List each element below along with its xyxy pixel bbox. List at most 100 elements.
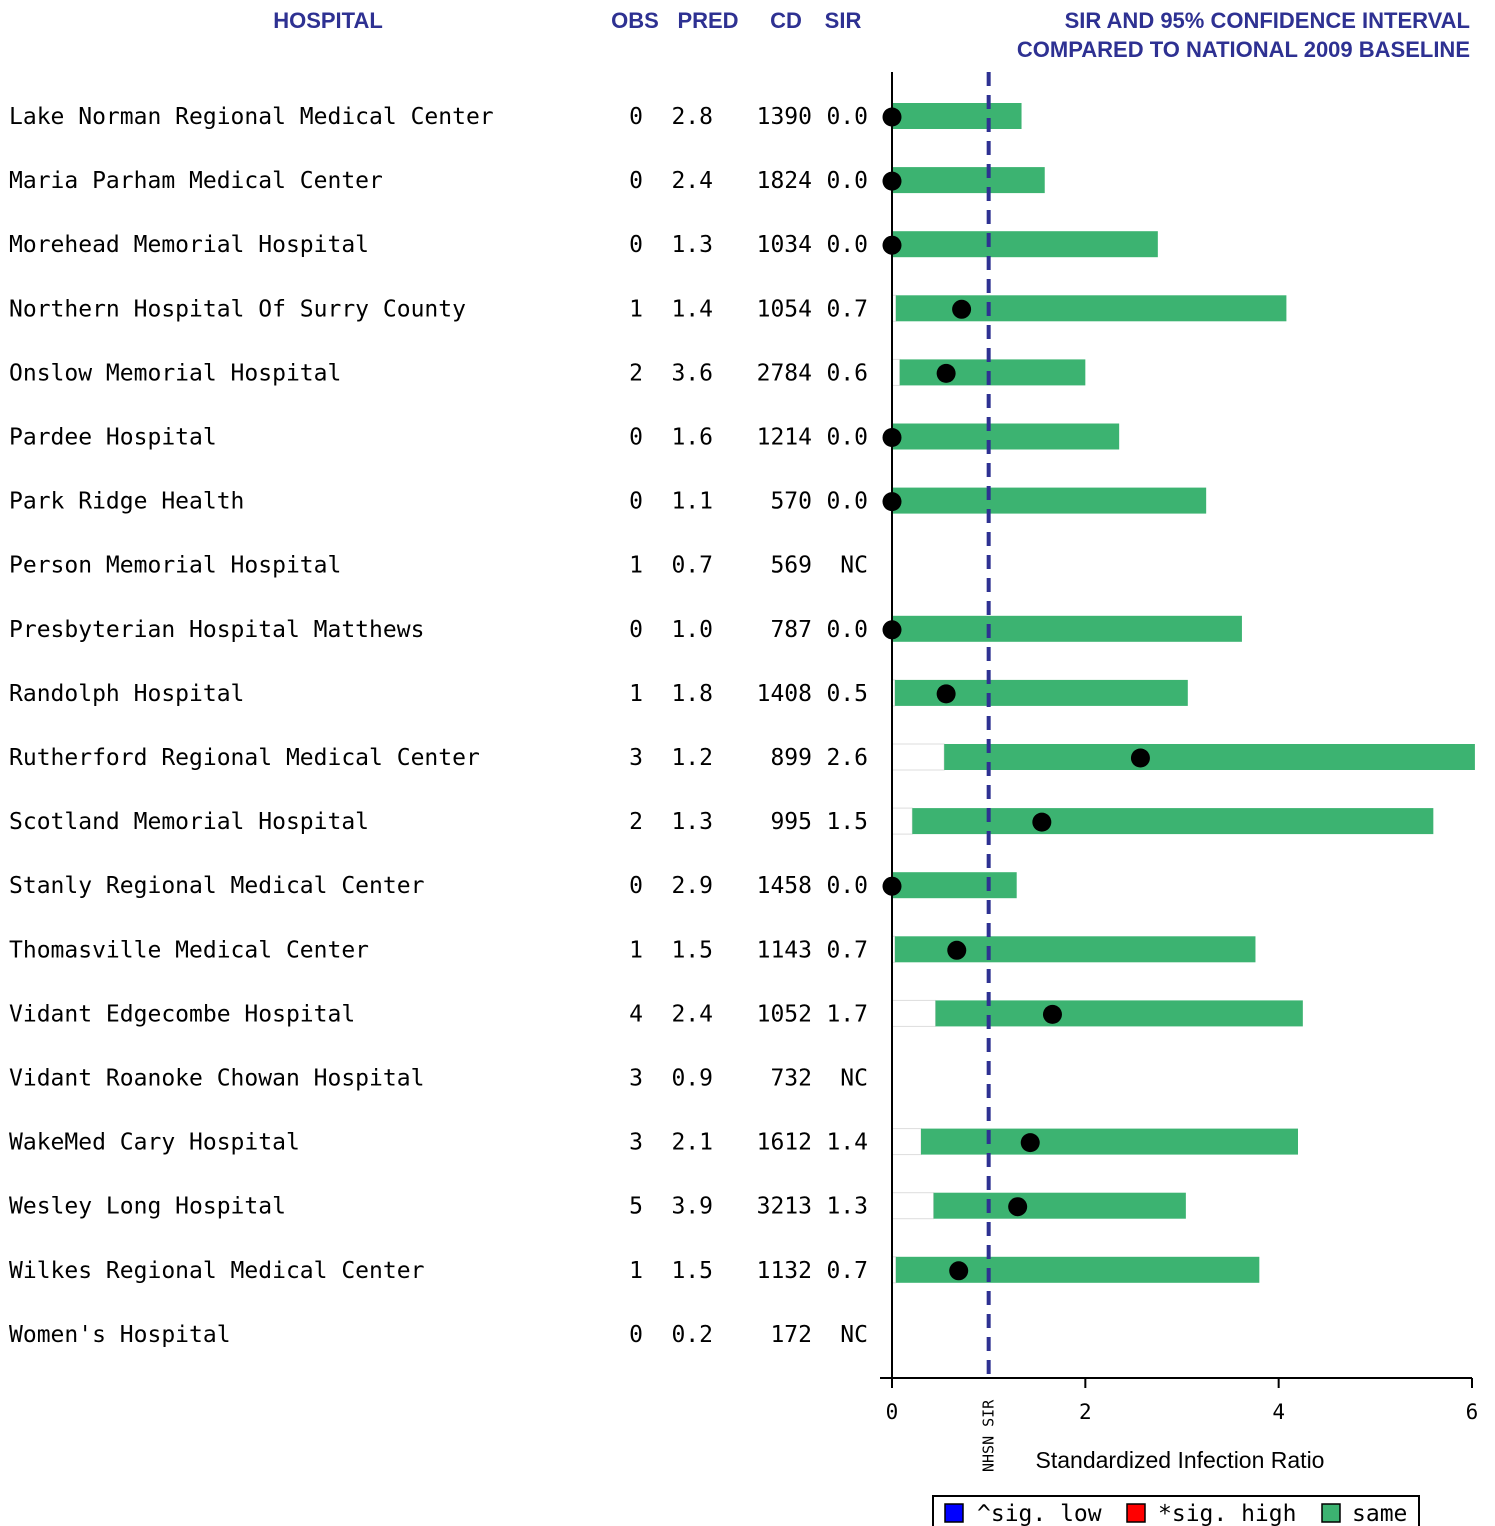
ci-bar [933, 1192, 1186, 1219]
sir-value: 1.5 [826, 809, 868, 835]
x-axis-label: Standardized Infection Ratio [1036, 1447, 1325, 1473]
table-row: Scotland Memorial Hospital 2 1.3 995 1.5 [9, 809, 868, 835]
ci-bar [899, 359, 1086, 386]
sir-point [936, 684, 956, 704]
obs-value: 0 [629, 873, 643, 899]
table-row: Wesley Long Hospital 5 3.9 3213 1.3 [9, 1194, 868, 1220]
obs-value: 0 [629, 425, 643, 451]
cd-value: 1034 [757, 232, 812, 258]
hospital-name: Presbyterian Hospital Matthews [9, 617, 424, 643]
cd-value: 1214 [757, 425, 812, 451]
ci-bar [935, 1000, 1303, 1027]
obs-value: 0 [629, 1322, 643, 1348]
table-row: Vidant Edgecombe Hospital 4 2.4 1052 1.7 [9, 1001, 868, 1027]
obs-value: 0 [629, 617, 643, 643]
obs-value: 4 [629, 1001, 643, 1027]
cd-value: 899 [770, 745, 812, 771]
hospital-name: Northern Hospital Of Surry County [9, 296, 466, 322]
table-row: Wilkes Regional Medical Center 1 1.5 1132 0.… [9, 1258, 868, 1284]
pred-value: 3.6 [671, 360, 713, 386]
pred-value: 1.3 [671, 232, 713, 258]
legend-label: same [1352, 1501, 1407, 1526]
pred-value: 0.2 [671, 1322, 713, 1348]
hospital-name: Rutherford Regional Medical Center [9, 745, 480, 771]
hospital-name: Pardee Hospital [9, 425, 217, 451]
table-row: Thomasville Medical Center 1 1.5 1143 0.7 [9, 937, 868, 963]
sir-point [949, 1261, 969, 1281]
ci-bar [892, 487, 1207, 514]
table-row: Morehead Memorial Hospital 0 1.3 1034 0.0 [9, 232, 868, 258]
ci-lower-gap [891, 807, 913, 835]
cd-value: 3213 [757, 1194, 812, 1220]
ci-bar [892, 167, 1045, 194]
sir-value: 0.0 [826, 425, 868, 451]
pred-value: 1.5 [671, 1258, 713, 1284]
x-tick-label: 6 [1466, 1400, 1479, 1424]
sir-points [882, 107, 1150, 1281]
obs-value: 3 [629, 1066, 643, 1092]
ci-bar [892, 615, 1242, 642]
sir-value: NC [840, 1322, 868, 1348]
pred-value: 2.1 [671, 1130, 713, 1156]
pred-value: 3.9 [671, 1194, 713, 1220]
ci-lower-gap [891, 1192, 935, 1220]
sir-point [1032, 812, 1052, 832]
sir-value: NC [840, 1066, 868, 1092]
pred-value: 2.4 [671, 1001, 713, 1027]
sir-value: 0.0 [826, 232, 868, 258]
hospital-name: Randolph Hospital [9, 681, 244, 707]
ci-bar [912, 808, 1434, 835]
chart-title-line1: SIR AND 95% CONFIDENCE INTERVAL [1065, 8, 1470, 33]
hospital-name: Park Ridge Health [9, 489, 244, 515]
hospital-name: Vidant Roanoke Chowan Hospital [9, 1066, 424, 1092]
header-sir: SIR [825, 8, 862, 33]
sir-value: 1.4 [826, 1130, 868, 1156]
table-row: Park Ridge Health 0 1.1 570 0.0 [9, 489, 868, 515]
sir-point [952, 299, 972, 319]
cd-value: 1824 [757, 168, 812, 194]
sir-point [936, 363, 956, 383]
pred-value: 1.3 [671, 809, 713, 835]
table-row: Lake Norman Regional Medical Center 0 2.8 1… [9, 104, 868, 130]
sir-point [1020, 1133, 1040, 1153]
sir-value: 1.7 [826, 1001, 868, 1027]
sir-value: 2.6 [826, 745, 868, 771]
hospital-name: Scotland Memorial Hospital [9, 809, 369, 835]
sir-value: 0.7 [826, 296, 868, 322]
cd-value: 1612 [757, 1130, 812, 1156]
hospital-name: Wilkes Regional Medical Center [9, 1258, 424, 1284]
cd-value: 995 [770, 809, 812, 835]
table-row: Women's Hospital 0 0.2 172 NC [9, 1322, 868, 1348]
legend-swatch [1126, 1503, 1146, 1523]
cd-value: 1054 [757, 296, 812, 322]
sir-value: 0.6 [826, 360, 868, 386]
ci-bar [944, 744, 1475, 770]
pred-value: 1.4 [671, 296, 713, 322]
hospital-name: Maria Parham Medical Center [9, 168, 383, 194]
table-row: Northern Hospital Of Surry County 1 1.4 105… [9, 296, 868, 322]
hospital-name: Onslow Memorial Hospital [9, 360, 341, 386]
table-row: Rutherford Regional Medical Center 3 1.2 89… [9, 745, 868, 771]
sir-value: 0.0 [826, 168, 868, 194]
table-row: Stanly Regional Medical Center 0 2.9 1458 0.… [9, 873, 868, 899]
obs-value: 0 [629, 489, 643, 515]
x-tick-label: 2 [1079, 1400, 1092, 1424]
sir-value: 0.7 [826, 937, 868, 963]
obs-value: 1 [629, 937, 643, 963]
legend-swatch [944, 1503, 964, 1523]
obs-value: 2 [629, 360, 643, 386]
cd-value: 1052 [757, 1001, 812, 1027]
obs-value: 0 [629, 232, 643, 258]
table-row: Pardee Hospital 0 1.6 1214 0.0 [9, 425, 868, 451]
sir-point [1042, 1004, 1062, 1024]
ci-lower-gap [891, 358, 901, 386]
legend-label: ^sig. low [977, 1501, 1102, 1526]
pred-value: 1.0 [671, 617, 713, 643]
cd-value: 1390 [757, 104, 812, 130]
obs-value: 1 [629, 681, 643, 707]
legend-label: *sig. high [1158, 1501, 1296, 1526]
pred-value: 1.8 [671, 681, 713, 707]
obs-value: 5 [629, 1194, 643, 1220]
hospital-name: Morehead Memorial Hospital [9, 232, 369, 258]
